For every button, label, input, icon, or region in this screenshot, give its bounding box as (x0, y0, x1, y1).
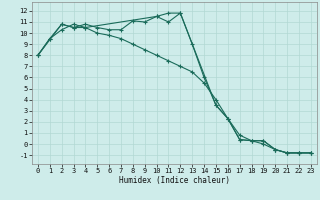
X-axis label: Humidex (Indice chaleur): Humidex (Indice chaleur) (119, 176, 230, 185)
